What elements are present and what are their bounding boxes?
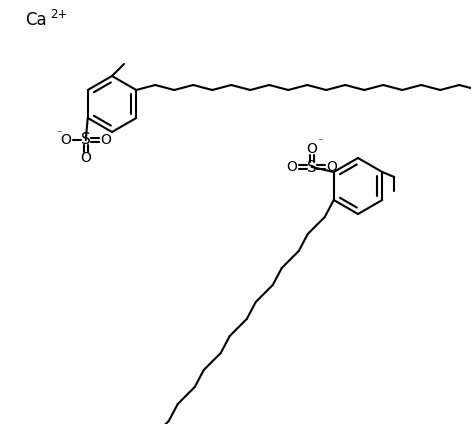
Text: O: O (100, 133, 111, 147)
Text: ⁻: ⁻ (317, 137, 323, 147)
Text: ⁻: ⁻ (56, 129, 62, 139)
Text: Ca: Ca (25, 11, 47, 29)
Text: O: O (286, 160, 297, 174)
Text: O: O (81, 151, 91, 165)
Text: S: S (81, 132, 90, 148)
Text: 2+: 2+ (50, 8, 67, 20)
Text: S: S (307, 159, 317, 175)
Text: O: O (60, 133, 71, 147)
Text: O: O (326, 160, 337, 174)
Text: O: O (306, 142, 317, 156)
